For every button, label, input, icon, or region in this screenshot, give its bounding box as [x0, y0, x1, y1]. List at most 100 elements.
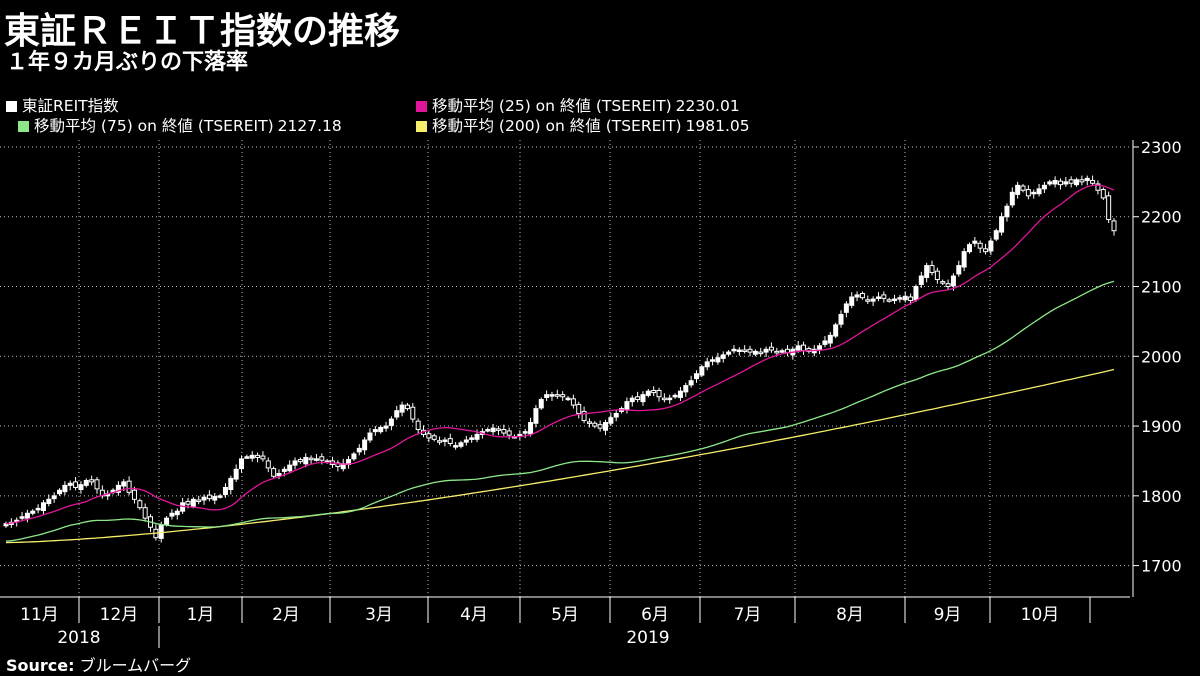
legend-value: 2230.01: [675, 97, 740, 115]
candle-body: [308, 457, 314, 461]
candle-body: [875, 296, 881, 299]
x-tick-label: 10月: [1021, 605, 1060, 625]
candle-body: [190, 498, 196, 507]
candle-body: [297, 459, 303, 463]
candle-body: [881, 294, 887, 299]
candle-body: [924, 265, 930, 278]
candle-body: [1004, 205, 1010, 218]
candle-body: [902, 295, 908, 301]
legend-value: 2127.18: [277, 117, 342, 135]
x-tick-label: 3月: [365, 605, 393, 625]
candle-body: [206, 494, 212, 500]
candle-body: [940, 281, 946, 284]
candle-body: [993, 230, 999, 240]
candle-body: [212, 496, 218, 501]
candle-body: [624, 401, 630, 411]
legend-value: 1981.05: [685, 117, 750, 135]
candle-body: [1025, 189, 1031, 197]
candle-body: [319, 456, 325, 461]
candle-body: [972, 240, 978, 244]
candle-body: [528, 422, 534, 435]
candle-body: [554, 394, 560, 397]
y-tick-label: 2300: [1141, 138, 1182, 157]
candle-body: [570, 398, 576, 406]
y-tick-label: 2100: [1141, 278, 1182, 297]
candle-body: [351, 453, 357, 460]
candle-body: [185, 500, 191, 505]
candle-body: [966, 244, 972, 253]
candle-body: [918, 275, 924, 285]
candle-body: [228, 477, 234, 491]
candle-body: [458, 442, 464, 447]
candle-body: [367, 432, 373, 441]
candle-body: [533, 408, 539, 424]
candle-body: [196, 499, 202, 503]
candle-body: [35, 507, 41, 511]
candle-body: [1084, 177, 1090, 181]
candle-body: [137, 500, 143, 509]
candle-body: [1020, 185, 1026, 191]
candle-body: [271, 468, 277, 477]
candle-body: [303, 456, 309, 465]
candle-body: [1057, 180, 1063, 186]
candle-body: [126, 480, 132, 493]
candle-body: [715, 357, 721, 363]
candle-body: [201, 496, 207, 501]
candle-body: [726, 351, 732, 355]
candle-body: [372, 429, 378, 433]
candle-body: [281, 468, 287, 472]
ma200-line: [5, 368, 1115, 544]
candle-body: [859, 292, 865, 299]
x-tick-label: 9月: [934, 605, 962, 625]
candle-body: [945, 283, 951, 288]
candle-body: [956, 265, 962, 275]
candle-body: [977, 242, 983, 249]
legend-item-ma25: 移動平均 (25) on 終値 (TSEREIT) 2230.01: [416, 94, 740, 116]
candle-body: [581, 410, 587, 421]
legend-label: 移動平均 (25) on 終値 (TSEREIT): [432, 97, 672, 115]
ma75-line: [5, 280, 1115, 542]
candle-body: [313, 458, 319, 461]
y-tick-label: 2000: [1141, 347, 1182, 366]
candle-body: [30, 510, 36, 514]
candle-body: [73, 481, 79, 488]
x-tick-label: 12月: [100, 605, 139, 625]
year-label: 2019: [626, 628, 669, 648]
candle-body: [1090, 179, 1096, 184]
candle-body: [693, 373, 699, 380]
legend-item-reit-index: 東証REIT指数: [6, 94, 119, 116]
candle-body: [469, 437, 475, 440]
candle-body: [656, 389, 662, 398]
candle-body: [265, 460, 271, 469]
legend-label: 移動平均 (200) on 終値 (TSEREIT): [432, 117, 682, 135]
candle-body: [474, 433, 480, 440]
candle-body: [651, 389, 657, 394]
candle-body: [1041, 184, 1047, 190]
candle-body: [410, 406, 416, 420]
candle-body: [988, 240, 994, 252]
candle-body: [3, 523, 9, 527]
candle-body: [827, 334, 833, 344]
candle-body: [24, 512, 30, 519]
candle-body: [640, 394, 646, 403]
candle-body: [843, 303, 849, 313]
candle-body: [399, 404, 405, 413]
candle-body: [463, 439, 469, 443]
candle-body: [597, 424, 603, 429]
candle-body: [442, 439, 448, 443]
y-tick-label: 1800: [1141, 487, 1182, 506]
candle-body: [174, 510, 180, 516]
candle-body: [485, 429, 491, 432]
candle-body: [62, 484, 68, 493]
candle-body: [779, 350, 785, 353]
legend-item-ma75: 移動平均 (75) on 終値 (TSEREIT) 2127.18: [18, 114, 342, 136]
legend-swatch: [416, 121, 427, 132]
x-tick-label: 4月: [460, 605, 488, 625]
candle-body: [415, 420, 421, 431]
candle-body: [854, 294, 860, 298]
candle-body: [1052, 179, 1058, 185]
candle-body: [115, 484, 121, 493]
candle-body: [886, 299, 892, 302]
candle-body: [817, 345, 823, 350]
candle-body: [983, 248, 989, 253]
